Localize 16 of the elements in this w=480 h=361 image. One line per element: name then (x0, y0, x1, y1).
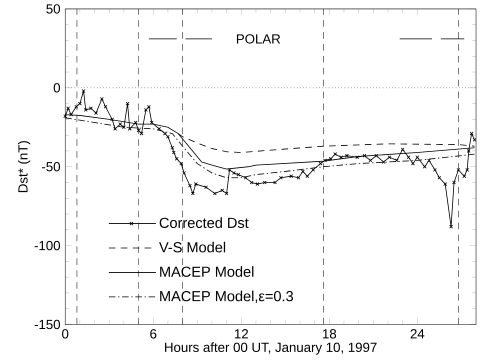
x-tick-label: 0 (62, 329, 68, 338)
legend-label: V-S Model (159, 242, 226, 252)
y-tick-label: -100 (34, 240, 60, 250)
y-tick-label: -50 (42, 162, 60, 172)
x-tick-label: 24 (410, 329, 424, 338)
y-tick-label: 0 (54, 83, 60, 92)
legend-label: MACEP Model (160, 266, 254, 277)
y-axis-title: Dst* (nT) (18, 140, 30, 192)
y-tick-label: 50 (46, 4, 60, 14)
annotation: POLAR (236, 34, 280, 44)
x-tick-label: 18 (322, 329, 336, 338)
y-tick-label: -150 (34, 320, 60, 330)
x-axis-title: Hours after 00 UT, January 10, 1997 (165, 342, 377, 355)
legend-label: Corrected Dst (160, 217, 249, 228)
x-tick-label: 6 (150, 329, 156, 338)
x-tick-label: 12 (234, 329, 248, 338)
